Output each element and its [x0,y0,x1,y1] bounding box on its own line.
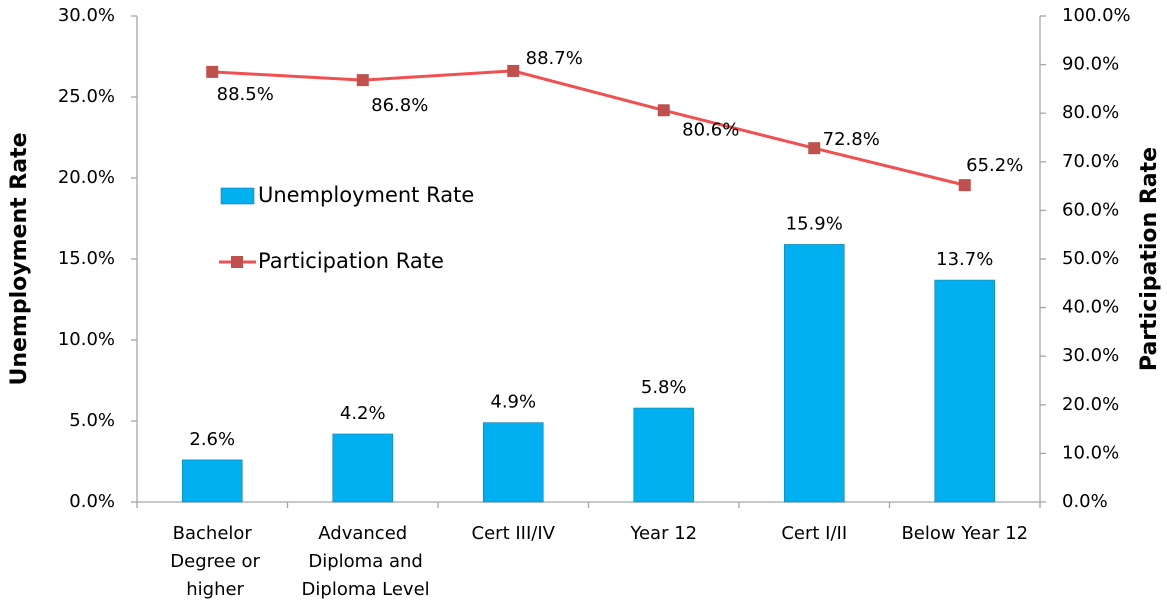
x-tick-label: Advanced Diploma and Diploma Level [296,523,430,600]
x-tick-label: Cert I/II [781,523,847,544]
y2-tick-label: 90.0% [1062,54,1119,75]
y2-tick-label: 20.0% [1062,394,1119,415]
y-tick-label: 30.0% [58,5,115,26]
y2-axis-title: Participation Rate [1137,147,1162,371]
x-tick-label: Cert III/IV [472,523,556,544]
bar [181,459,243,503]
y2-tick-label: 80.0% [1062,102,1119,123]
x-tick-label: Bachelor Degree or higher [165,523,261,600]
line-value-label: 88.5% [217,84,274,105]
y2-tick-label: 100.0% [1062,5,1131,26]
y-tick-label: 20.0% [58,167,115,188]
y-tick-label: 0.0% [69,491,115,512]
bar-value-label: 2.6% [189,429,235,450]
line-marker [206,65,219,78]
legend-swatch [220,187,255,205]
y-tick-label: 25.0% [58,86,115,107]
line-value-label: 86.8% [371,95,428,116]
legend-label: Participation Rate [258,249,444,273]
bar [633,407,695,503]
x-tick-label: Below Year 12 [901,523,1028,544]
line [212,69,966,187]
bar-value-label: 5.8% [641,377,687,398]
y2-tick-label: 40.0% [1062,297,1119,318]
line-value-label: 88.7% [526,48,583,69]
bar-value-label: 13.7% [936,249,993,270]
y2-tick-label: 30.0% [1062,345,1119,366]
line-marker [808,142,821,155]
line-value-label: 72.8% [823,129,880,150]
line-marker [356,74,369,87]
y2-tick-label: 70.0% [1062,151,1119,172]
y2-tick-label: 50.0% [1062,248,1119,269]
y-tick-label: 5.0% [69,410,115,431]
line-marker [958,179,971,192]
y-tick-label: 15.0% [58,248,115,269]
y2-tick-label: 60.0% [1062,199,1119,220]
y2-tick-label: 10.0% [1062,442,1119,463]
line-value-label: 80.6% [682,119,739,140]
bar [482,422,544,503]
bar-value-label: 4.9% [490,392,536,413]
legend-marker [231,256,243,268]
bar-value-label: 15.9% [786,213,843,234]
legend-label: Unemployment Rate [258,183,474,207]
line-marker [657,104,670,117]
y-tick-label: 10.0% [58,329,115,350]
y-axis-title: Unemployment Rate [7,132,32,385]
line-marker [507,64,520,77]
bar [783,244,845,503]
bar [332,433,394,503]
bar [934,279,996,503]
line-value-label: 65.2% [966,155,1023,176]
x-tick-label: Year 12 [629,523,697,544]
bar-value-label: 4.2% [340,403,386,424]
y2-tick-label: 0.0% [1062,491,1108,512]
